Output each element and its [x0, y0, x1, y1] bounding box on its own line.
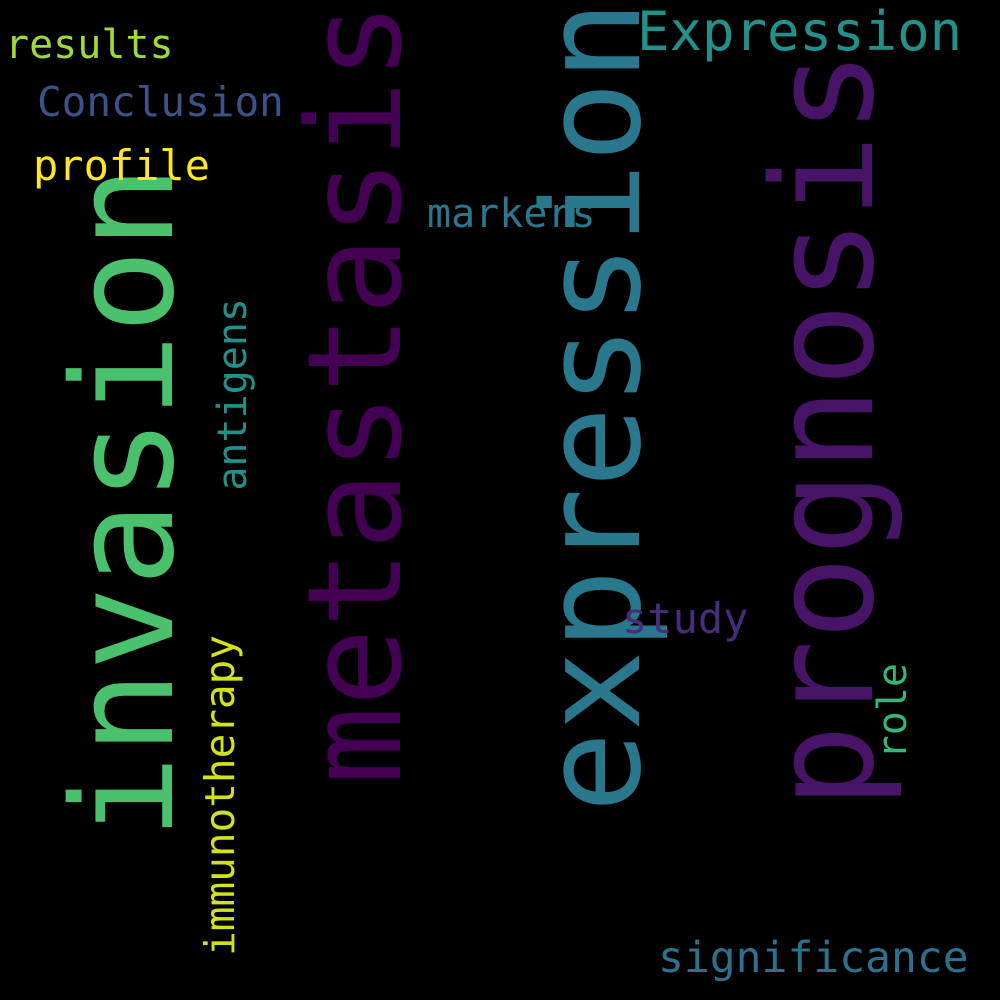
word-metastasis: metastasis — [279, 2, 431, 785]
word-expression: expression — [514, 0, 671, 813]
word-immunotherapy: immunotherapy — [196, 635, 244, 956]
word-significance: significance — [658, 933, 969, 983]
word-conclusion: Conclusion — [37, 78, 284, 126]
word-profile: profile — [33, 141, 211, 190]
word-invasion: invasion — [43, 165, 206, 840]
word-role: role — [870, 663, 916, 760]
word-markers: markers — [427, 191, 596, 237]
word-antigens: antigens — [210, 298, 256, 491]
word-results: results — [5, 22, 174, 68]
word-study: study — [622, 594, 749, 643]
word-expression-capitalized: Expression — [637, 0, 963, 63]
